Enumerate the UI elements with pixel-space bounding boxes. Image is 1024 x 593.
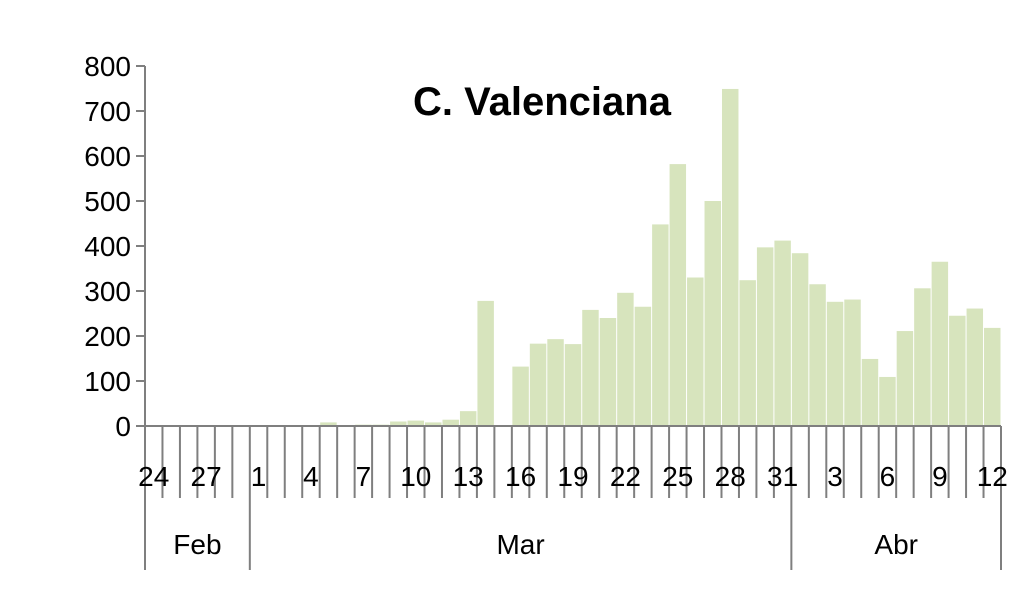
bar-32 [704, 201, 721, 426]
bar-35 [756, 247, 774, 426]
bar-26 [599, 318, 617, 426]
bar-36 [774, 240, 791, 426]
x-tick-label-27: 22 [610, 461, 641, 492]
bar-30 [669, 164, 687, 426]
y-tick-label-6: 600 [84, 141, 131, 172]
bar-31 [687, 277, 704, 426]
bar-39 [826, 301, 844, 426]
bar-38 [809, 284, 826, 426]
bar-14 [390, 421, 407, 426]
x-tick-label-45: 9 [932, 461, 948, 492]
x-tick-label-0: 24 [138, 461, 169, 492]
x-tick-label-15: 10 [400, 461, 431, 492]
bar-17 [442, 419, 459, 426]
y-tick-label-1: 100 [84, 366, 131, 397]
bar-41 [861, 358, 879, 426]
labels-layer: 0 100 200 300 400 500 600 700 800 24 27 1 4 7 10 13 16 19… [84, 51, 1008, 560]
bar-15 [407, 420, 425, 426]
y-tick-label-8: 800 [84, 51, 131, 82]
x-tick-label-21: 16 [505, 461, 536, 492]
x-tick-label-3: 27 [191, 461, 222, 492]
x-tick-label-30: 25 [662, 461, 693, 492]
x-tick-label-48: 12 [977, 461, 1008, 492]
bar-34 [739, 280, 756, 426]
month-label-mar: Mar [496, 529, 544, 560]
x-tick-label-33: 28 [715, 461, 746, 492]
bar-23 [547, 339, 564, 426]
y-tick-label-5: 500 [84, 186, 131, 217]
bar-22 [529, 343, 547, 426]
x-tick-label-9: 4 [303, 461, 319, 492]
bar-43 [896, 331, 914, 426]
y-tick-label-7: 700 [84, 96, 131, 127]
month-label-feb: Feb [173, 529, 221, 560]
y-tick-label-2: 200 [84, 321, 131, 352]
bar-29 [652, 224, 669, 426]
y-tick-label-4: 400 [84, 231, 131, 262]
x-tick-label-6: 1 [251, 461, 267, 492]
bar-37 [791, 253, 809, 426]
bar-10 [320, 422, 337, 426]
x-tick-label-18: 13 [453, 461, 484, 492]
bar-21 [512, 366, 529, 426]
bar-46 [949, 315, 966, 426]
bar-42 [879, 376, 896, 426]
x-tick-label-12: 7 [356, 461, 372, 492]
axes-layer [136, 65, 1002, 570]
bar-28 [634, 306, 652, 426]
x-tick-label-39: 3 [827, 461, 843, 492]
bar-47 [966, 308, 984, 426]
bar-16 [425, 422, 442, 426]
bar-45 [931, 261, 949, 426]
bar-25 [582, 309, 599, 426]
bar-33 [721, 88, 739, 426]
bar-48 [984, 327, 1001, 426]
bar-24 [564, 344, 582, 426]
month-label-abr: Abr [874, 529, 918, 560]
bar-27 [617, 292, 634, 426]
x-tick-label-42: 6 [880, 461, 896, 492]
bar-19 [477, 300, 494, 426]
x-tick-label-24: 19 [557, 461, 588, 492]
bars-layer [320, 88, 1001, 426]
y-tick-label-3: 300 [84, 276, 131, 307]
y-tick-label-0: 0 [115, 411, 131, 442]
bar-18 [459, 411, 477, 426]
chart-title: C. Valenciana [413, 80, 672, 124]
bar-40 [844, 299, 861, 426]
x-tick-label-36: 31 [767, 461, 798, 492]
bar-44 [914, 288, 931, 426]
